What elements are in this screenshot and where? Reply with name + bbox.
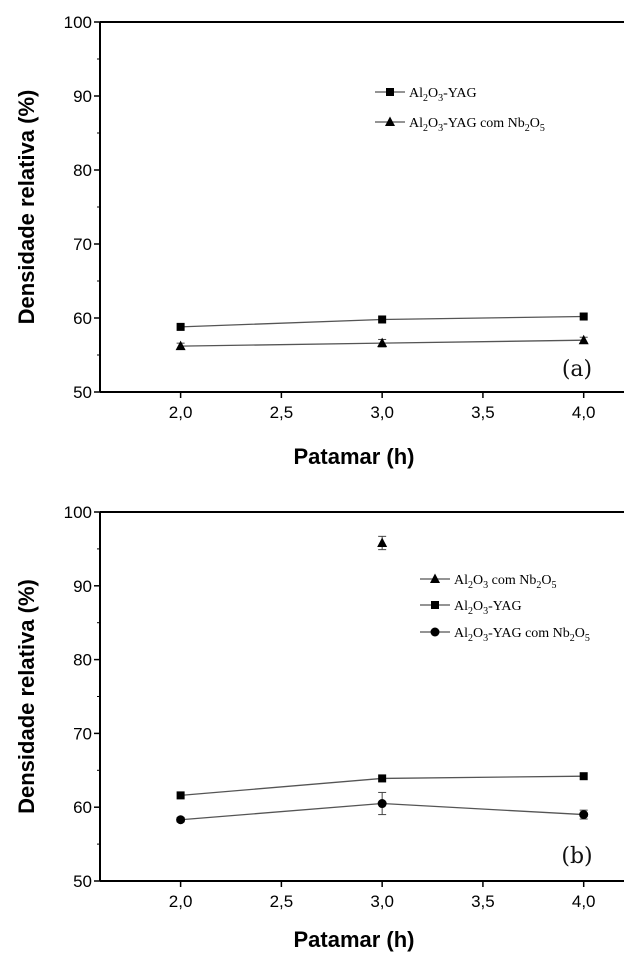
x-tick-label: 3,5 <box>471 892 495 911</box>
y-tick-label: 50 <box>73 383 92 402</box>
series-1 <box>377 535 388 551</box>
series-2 <box>175 334 589 351</box>
data-point <box>579 810 589 820</box>
series-2 <box>176 772 588 800</box>
y-tick-label: 80 <box>73 161 92 180</box>
x-axis-title: Patamar (h) <box>293 927 414 952</box>
y-tick-label: 70 <box>73 724 92 743</box>
legend-marker <box>431 601 439 609</box>
y-tick-label: 50 <box>73 872 92 891</box>
legend-entry: Al2​O3​-YAG com Nb2​O5​ <box>454 626 590 644</box>
x-tick-label: 2,0 <box>169 892 193 911</box>
legend-entry: Al2​O3​ com Nb2​O5​ <box>454 573 556 591</box>
x-tick-label: 4,0 <box>572 403 596 422</box>
x-tick-label: 3,5 <box>471 403 495 422</box>
x-tick-label: 2,5 <box>270 892 294 911</box>
legend-marker <box>430 627 440 637</box>
legend-marker <box>430 573 440 583</box>
data-point <box>378 315 387 324</box>
data-point <box>579 772 588 781</box>
legend-entry: Al2​O3​-YAG <box>409 86 477 104</box>
legend-entry: Al2​O3​-YAG <box>454 599 522 617</box>
y-tick-label: 100 <box>64 503 92 522</box>
legend-entry: Al2​O3​-YAG com Nb2​O5​ <box>409 116 545 134</box>
data-point <box>578 334 589 345</box>
legend-marker <box>385 116 395 126</box>
x-tick-label: 2,5 <box>270 403 294 422</box>
panel-label: (a) <box>562 357 592 382</box>
series-3 <box>176 791 589 825</box>
chart-panel-a: 50 60 70 80 90 100 2,0 2,5 3,0 3,5 4,0 Patamar (h) D… <box>14 13 624 469</box>
x-tick-label: 4,0 <box>572 892 596 911</box>
data-point <box>176 791 185 800</box>
series-1 <box>176 312 588 331</box>
x-tick-label: 3,0 <box>370 892 394 911</box>
chart-panel-b: 50 60 70 80 90 100 2,0 2,5 3,0 3,5 4,0 Patamar (h) D… <box>14 503 624 952</box>
panel-label: (b) <box>561 844 592 869</box>
y-tick-label: 60 <box>73 309 92 328</box>
legend-marker <box>386 88 394 96</box>
data-point <box>176 322 185 331</box>
data-point <box>579 312 588 321</box>
y-tick-label: 70 <box>73 235 92 254</box>
data-point <box>377 799 387 809</box>
data-point <box>176 815 186 825</box>
y-tick-label: 60 <box>73 798 92 817</box>
x-axis-title: Patamar (h) <box>293 444 414 469</box>
legend: Al2​O3​ com Nb2​O5​ Al2​O3​-YAG Al2​O3​-YA… <box>420 573 590 644</box>
x-tick-label: 3,0 <box>370 403 394 422</box>
y-axis-title: Densidade relativa (%) <box>14 90 39 325</box>
data-point <box>175 340 186 351</box>
legend: Al2​O3​-YAG Al2​O3​-YAG com Nb2​O5​ <box>375 86 545 134</box>
y-tick-label: 90 <box>73 577 92 596</box>
x-tick-label: 2,0 <box>169 403 193 422</box>
data-point <box>378 774 387 783</box>
data-point <box>377 337 388 348</box>
y-tick-label: 80 <box>73 651 92 670</box>
data-point <box>377 537 388 547</box>
y-tick-label: 100 <box>64 13 92 32</box>
y-axis-title: Densidade relativa (%) <box>14 579 39 814</box>
y-tick-label: 90 <box>73 87 92 106</box>
